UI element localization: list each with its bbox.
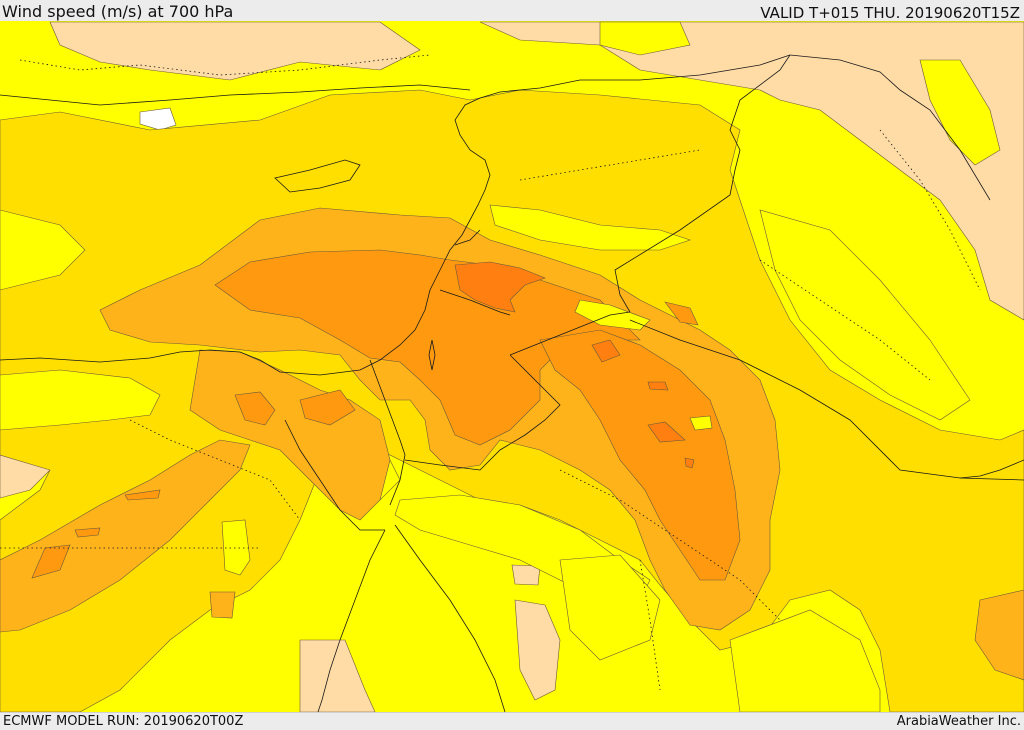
moderate-hole-libya [0,369,161,431]
province-lines [0,54,981,691]
light-zone-arabia-west [514,599,561,701]
model-run: ECMWF MODEL RUN: 20190620T00Z [3,714,244,729]
very-strong-patch-iraq [664,301,699,326]
map-title: Wind speed (m/s) at 700 hPa [2,2,234,21]
moderate-hole-iraq [759,209,971,421]
peak-patch-3 [647,381,669,391]
moderate-hole-far-south [729,609,881,712]
gulf-of-aqaba [389,454,406,506]
peak-zone-syria [454,261,546,313]
calm-patch [139,107,177,131]
persian-gulf-coast [959,459,1024,479]
peak-patch-1 [591,339,621,363]
very-strong-patch-sw1 [31,544,71,579]
strong-zone-sw [0,439,251,633]
valid-time: VALID T+015 THU. 20190620T15Z [760,4,1020,22]
title-bar: Wind speed (m/s) at 700 hPa VALID T+015 … [0,0,1024,22]
very-strong-zone-arabia [539,329,741,581]
credit-label: ArabiaWeather Inc. [896,714,1021,729]
light-zone-south [299,639,376,712]
footer-bar: ECMWF MODEL RUN: 20190620T00Z ArabiaWeat… [0,712,1024,730]
border-iraq-saudi [629,319,1024,481]
peak-patch-2 [647,421,686,443]
border-iran-iraq [789,54,991,201]
peak-patch-4 [684,457,695,469]
strong-zone-east-edge [974,589,1024,681]
gulf-of-suez [284,419,385,531]
provinces-iraq [759,259,931,381]
red-sea-east [394,524,506,712]
border-syria-lebanon [454,229,481,246]
moderate-hole-west [0,209,86,291]
dead-sea [428,339,436,371]
border-jordan-saudi [404,354,561,471]
cyprus-coast [274,159,361,193]
border-syria-iraq [614,54,791,313]
very-strong-patch-sinai [299,389,356,426]
border-egypt-israel [369,359,406,456]
coastlines [0,84,1024,712]
mediterranean-south-coast [0,97,491,376]
moderate-band-n [599,21,691,56]
border-jordan-iraq [509,311,631,356]
moderate-islet-sudan [221,519,251,576]
provinces-saudi [559,469,781,621]
moderate-band-ne [919,59,1001,166]
moderate-islet-arabia [689,415,713,431]
light-zone-northeast [479,21,1024,321]
map-area [0,21,1024,712]
very-strong-patch-sw3 [124,489,161,501]
red-sea-west [317,529,386,712]
wind-speed-map [0,21,1024,712]
provinces-iran [879,129,981,291]
strong-zone-egypt [189,349,391,521]
moderate-hole-south [559,554,661,661]
border-syria-turkey [479,54,791,99]
moderate-hole-levant [489,204,691,251]
provinces-syria [519,149,701,181]
strong-patch-sudan [209,591,236,619]
border-syria-jordan [439,289,511,316]
very-strong-patch-egypt [234,391,276,426]
very-strong-patch-sw2 [74,527,101,538]
country-borders [369,54,1024,481]
turkey-coast [0,84,471,106]
light-zone-nw [49,21,421,81]
